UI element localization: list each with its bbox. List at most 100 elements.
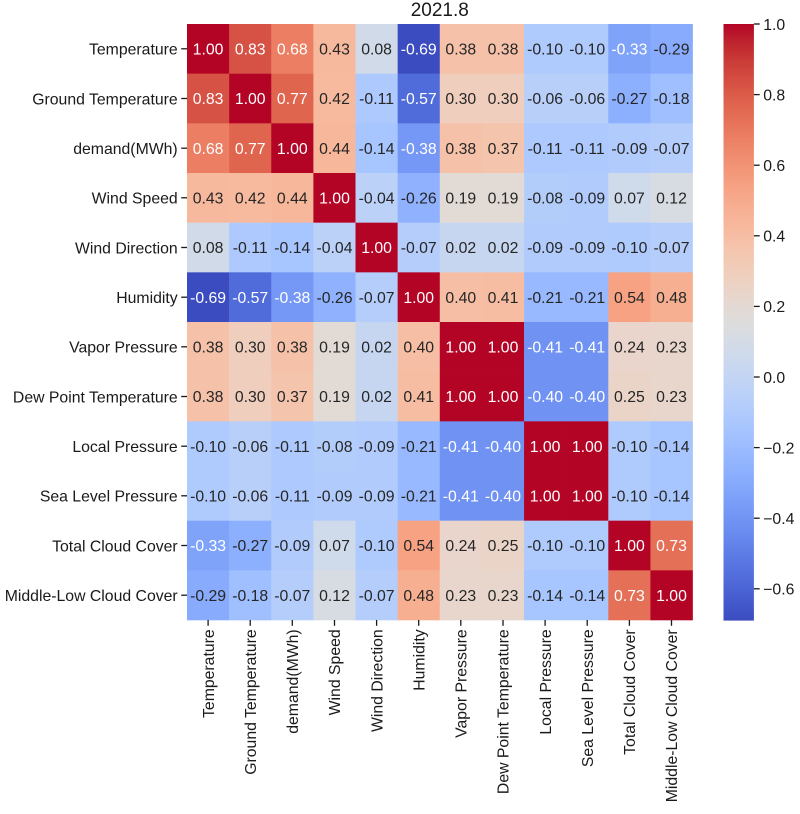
svg-text:-0.10: -0.10 xyxy=(611,439,647,456)
svg-text:Total Cloud Cover: Total Cloud Cover xyxy=(622,629,639,755)
svg-text:0.08: 0.08 xyxy=(361,42,392,59)
svg-text:0.77: 0.77 xyxy=(277,91,308,108)
svg-text:0.38: 0.38 xyxy=(193,389,224,406)
svg-text:-0.41: -0.41 xyxy=(443,439,479,456)
svg-text:0.24: 0.24 xyxy=(614,340,645,357)
svg-text:-0.18: -0.18 xyxy=(653,91,689,108)
svg-text:0.77: 0.77 xyxy=(235,141,266,158)
svg-text:1.00: 1.00 xyxy=(445,340,476,357)
svg-text:-0.09: -0.09 xyxy=(359,489,395,506)
svg-text:-0.09: -0.09 xyxy=(569,240,605,257)
svg-text:0.6: 0.6 xyxy=(763,158,785,175)
svg-text:1.00: 1.00 xyxy=(403,290,434,307)
svg-text:0.38: 0.38 xyxy=(277,340,308,357)
svg-text:1.00: 1.00 xyxy=(530,439,561,456)
svg-text:-0.21: -0.21 xyxy=(569,290,605,307)
svg-text:-0.29: -0.29 xyxy=(190,588,226,605)
svg-text:Middle-Low Cloud Cover: Middle-Low Cloud Cover xyxy=(5,588,178,605)
svg-text:0.41: 0.41 xyxy=(403,389,434,406)
svg-text:-0.14: -0.14 xyxy=(569,588,605,605)
svg-text:-0.14: -0.14 xyxy=(653,439,689,456)
svg-text:-0.40: -0.40 xyxy=(569,389,605,406)
svg-text:Wind Direction: Wind Direction xyxy=(75,240,178,257)
svg-text:-0.07: -0.07 xyxy=(653,240,689,257)
svg-text:1.00: 1.00 xyxy=(361,240,392,257)
svg-text:-0.21: -0.21 xyxy=(401,439,437,456)
svg-text:Dew Point Temperature: Dew Point Temperature xyxy=(496,629,513,794)
svg-text:0.54: 0.54 xyxy=(403,538,434,555)
svg-text:-0.11: -0.11 xyxy=(528,141,563,158)
svg-text:0.38: 0.38 xyxy=(193,340,224,357)
svg-text:1.00: 1.00 xyxy=(572,439,603,456)
svg-text:−0.4: −0.4 xyxy=(763,511,794,528)
svg-text:0.83: 0.83 xyxy=(235,42,266,59)
svg-text:0.68: 0.68 xyxy=(277,42,308,59)
svg-text:0.02: 0.02 xyxy=(445,240,476,257)
svg-text:-0.26: -0.26 xyxy=(401,191,437,208)
svg-text:1.00: 1.00 xyxy=(488,340,519,357)
svg-text:0.23: 0.23 xyxy=(656,340,687,357)
svg-text:0.73: 0.73 xyxy=(656,538,687,555)
svg-text:Temperature: Temperature xyxy=(201,629,218,718)
svg-text:0.48: 0.48 xyxy=(403,588,434,605)
svg-text:0.08: 0.08 xyxy=(193,240,224,257)
svg-text:-0.40: -0.40 xyxy=(527,389,563,406)
svg-text:1.00: 1.00 xyxy=(614,538,645,555)
svg-text:-0.07: -0.07 xyxy=(401,240,437,257)
svg-text:-0.09: -0.09 xyxy=(611,141,647,158)
svg-text:-0.04: -0.04 xyxy=(316,240,352,257)
svg-text:demand(MWh): demand(MWh) xyxy=(285,629,302,733)
svg-text:0.40: 0.40 xyxy=(403,340,434,357)
svg-text:1.00: 1.00 xyxy=(235,91,266,108)
svg-text:0.73: 0.73 xyxy=(614,588,645,605)
svg-text:-0.09: -0.09 xyxy=(274,538,310,555)
svg-text:-0.69: -0.69 xyxy=(401,42,437,59)
svg-text:Wind Direction: Wind Direction xyxy=(369,629,386,732)
svg-text:-0.14: -0.14 xyxy=(527,588,563,605)
svg-text:-0.14: -0.14 xyxy=(653,489,689,506)
svg-text:-0.40: -0.40 xyxy=(485,439,521,456)
svg-text:−0.2: −0.2 xyxy=(763,440,794,457)
svg-text:-0.10: -0.10 xyxy=(611,489,647,506)
svg-text:1.00: 1.00 xyxy=(319,191,350,208)
svg-text:-0.11: -0.11 xyxy=(233,240,268,257)
svg-text:0.23: 0.23 xyxy=(656,389,687,406)
svg-text:0.44: 0.44 xyxy=(319,141,350,158)
svg-text:-0.07: -0.07 xyxy=(359,290,395,307)
svg-text:-0.41: -0.41 xyxy=(443,489,479,506)
svg-text:0.19: 0.19 xyxy=(319,340,350,357)
svg-text:Vapor Pressure: Vapor Pressure xyxy=(454,629,471,738)
svg-text:0.37: 0.37 xyxy=(488,141,519,158)
svg-text:-0.14: -0.14 xyxy=(359,141,395,158)
svg-text:1.00: 1.00 xyxy=(488,389,519,406)
svg-text:-0.11: -0.11 xyxy=(359,91,394,108)
svg-text:-0.11: -0.11 xyxy=(275,489,310,506)
svg-text:-0.07: -0.07 xyxy=(653,141,689,158)
svg-text:1.00: 1.00 xyxy=(530,489,561,506)
svg-text:-0.08: -0.08 xyxy=(527,191,563,208)
svg-text:Local Pressure: Local Pressure xyxy=(538,629,555,735)
svg-text:-0.38: -0.38 xyxy=(401,141,437,158)
svg-text:-0.21: -0.21 xyxy=(401,489,437,506)
svg-text:-0.10: -0.10 xyxy=(359,538,395,555)
svg-text:-0.09: -0.09 xyxy=(359,439,395,456)
svg-text:Dew Point Temperature: Dew Point Temperature xyxy=(13,389,178,406)
svg-text:0.02: 0.02 xyxy=(488,240,519,257)
svg-text:0.43: 0.43 xyxy=(319,42,350,59)
svg-text:0.12: 0.12 xyxy=(656,191,687,208)
svg-text:2021.8: 2021.8 xyxy=(411,0,469,21)
svg-text:-0.27: -0.27 xyxy=(232,538,268,555)
svg-text:-0.33: -0.33 xyxy=(190,538,226,555)
svg-text:1.00: 1.00 xyxy=(656,588,687,605)
svg-text:0.83: 0.83 xyxy=(193,91,224,108)
svg-text:1.00: 1.00 xyxy=(445,389,476,406)
svg-text:Sea Level Pressure: Sea Level Pressure xyxy=(580,629,597,767)
svg-text:0.38: 0.38 xyxy=(445,141,476,158)
svg-text:0.19: 0.19 xyxy=(445,191,476,208)
svg-text:0.48: 0.48 xyxy=(656,290,687,307)
svg-text:-0.11: -0.11 xyxy=(275,439,310,456)
svg-text:Ground Temperature: Ground Temperature xyxy=(32,91,178,108)
svg-text:0.07: 0.07 xyxy=(614,191,645,208)
svg-text:1.00: 1.00 xyxy=(277,141,308,158)
svg-text:0.0: 0.0 xyxy=(763,370,785,387)
